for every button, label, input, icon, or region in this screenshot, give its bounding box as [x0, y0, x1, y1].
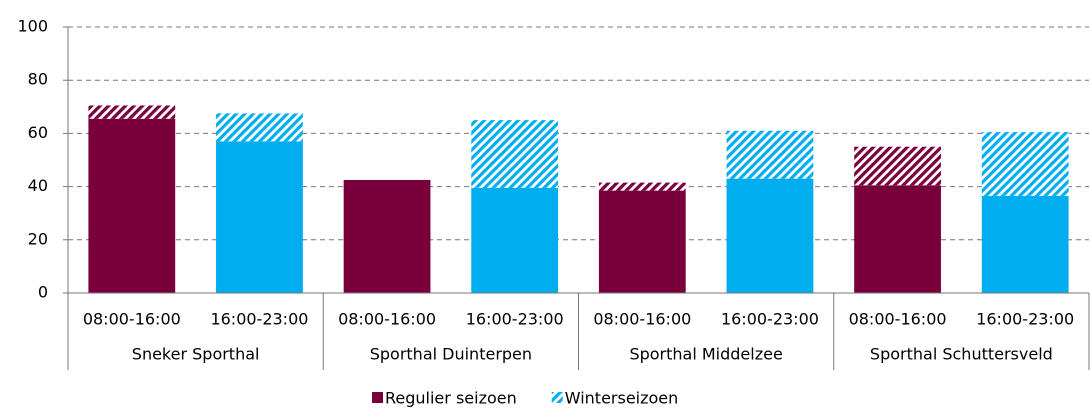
- bar-segment: [726, 178, 814, 293]
- bar-segment: [854, 185, 941, 293]
- legend-label: Winterseizoen: [565, 389, 679, 408]
- y-tick-label: 20: [28, 229, 48, 248]
- x-tick-label: 08:00-16:00: [849, 310, 947, 329]
- bar-segment: [216, 141, 303, 293]
- group-label: Sporthal Duinterpen: [370, 345, 532, 364]
- bar-segment: [981, 132, 1069, 196]
- y-tick-label: 80: [28, 70, 48, 89]
- bar-segment: [598, 190, 686, 293]
- bar-segment: [216, 113, 303, 142]
- group-label: Sporthal Middelzee: [629, 345, 782, 364]
- x-tick-label: 08:00-16:00: [83, 310, 181, 329]
- bar-segment: [854, 146, 941, 186]
- bar-segment: [471, 187, 559, 293]
- bar-segment: [471, 120, 559, 188]
- bar-segment: [598, 182, 686, 191]
- x-tick-label: 08:00-16:00: [338, 310, 436, 329]
- bar-segment: [88, 105, 176, 119]
- bar-segment: [726, 130, 814, 179]
- bar-segment: [88, 118, 176, 294]
- y-tick-label: 40: [28, 176, 48, 195]
- y-tick-label: 100: [17, 17, 48, 36]
- bar-segment: [981, 195, 1069, 293]
- y-tick-label: 0: [38, 283, 48, 302]
- x-tick-label: 16:00-23:00: [721, 310, 819, 329]
- x-tick-label: 08:00-16:00: [593, 310, 691, 329]
- legend-swatch: [372, 392, 383, 403]
- x-tick-label: 16:00-23:00: [466, 310, 564, 329]
- group-label: Sporthal Schuttersveld: [870, 345, 1053, 364]
- y-tick-label: 60: [28, 123, 48, 142]
- x-tick-label: 16:00-23:00: [976, 310, 1074, 329]
- bar-segment: [343, 179, 431, 293]
- group-label: Sneker Sporthal: [132, 345, 260, 364]
- legend-label: Regulier seizoen: [385, 389, 517, 408]
- x-tick-label: 16:00-23:00: [210, 310, 308, 329]
- legend-swatch: [551, 392, 563, 403]
